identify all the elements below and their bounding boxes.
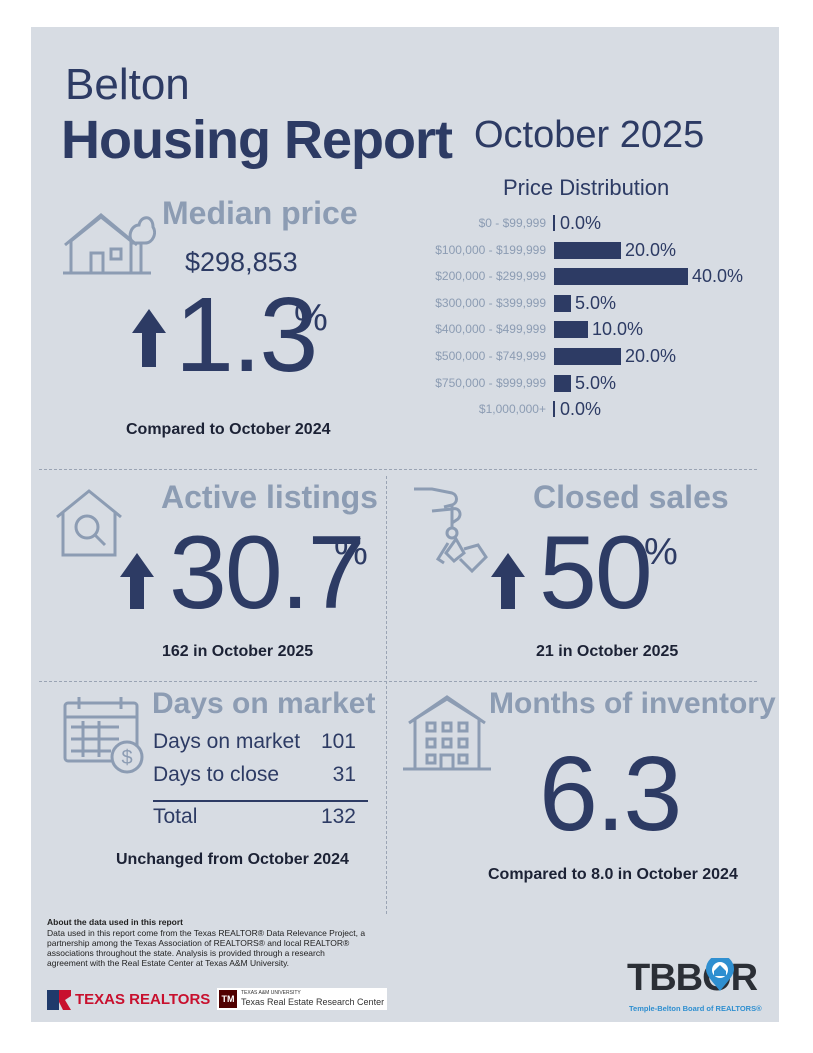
price-range-label: $400,000 - $499,999 — [435, 322, 546, 337]
dom-row-label: Days on market — [153, 730, 301, 753]
active-listings-detail: 162 in October 2025 — [162, 643, 314, 660]
price-distribution-bar — [554, 374, 571, 392]
price-distribution-row: $0 - $99,999 0.0% — [391, 213, 751, 233]
active-listings-unit: % — [334, 531, 368, 573]
price-range-label: $1,000,000+ — [478, 402, 546, 417]
price-distribution-bar — [554, 294, 571, 312]
median-price-unit: % — [294, 297, 328, 339]
price-distribution-row: $300,000 - $399,999 5.0% — [391, 293, 751, 313]
median-price-change: 1.3 — [175, 276, 318, 394]
price-distribution-value: 5.0% — [575, 292, 617, 313]
price-distribution-row: $400,000 - $499,999 10.0% — [391, 319, 751, 339]
price-distribution-bar — [553, 215, 555, 231]
months-inventory-comparison: Compared to 8.0 in October 2024 — [488, 866, 738, 883]
tamu-center-text: Texas Real Estate Research Center — [241, 997, 385, 1007]
price-distribution-row: $200,000 - $299,999 40.0% — [391, 266, 751, 286]
price-distribution-bar — [554, 348, 621, 365]
price-distribution-row: $1,000,000+ 0.0% — [391, 399, 751, 419]
median-price-comparison: Compared to October 2024 — [126, 421, 331, 438]
dom-row-label: Days to close — [153, 763, 280, 786]
tamu-recenter-logo[interactable]: TM TEXAS A&M UNIVERSITY Texas Real Estat… — [217, 988, 387, 1010]
price-distribution-value: 0.0% — [560, 213, 602, 233]
texas-realtors-text: TEXAS REALTORS — [75, 991, 211, 1008]
dom-comparison: Unchanged from October 2024 — [116, 851, 349, 868]
price-distribution-value: 20.0% — [625, 346, 677, 366]
price-distribution-value: 0.0% — [560, 399, 602, 420]
price-distribution-value: 40.0% — [692, 266, 744, 287]
price-distribution-value: 10.0% — [592, 319, 644, 340]
price-distribution-value: 20.0% — [625, 239, 677, 260]
arrow-up-icon — [132, 309, 166, 367]
months-inventory-title: Months of inventory — [489, 687, 776, 720]
closed-sales-title: Closed sales — [533, 479, 729, 515]
arrow-up-icon — [120, 553, 154, 609]
price-range-label: $100,000 - $199,999 — [435, 242, 546, 257]
median-price-value: $298,853 — [185, 247, 298, 277]
dom-total-label: Total — [153, 805, 198, 828]
price-distribution-row: $500,000 - $749,999 20.0% — [391, 346, 751, 366]
texas-realtors-logo[interactable]: TEXAS REALTORS — [47, 989, 210, 1011]
dom-row-value: 31 — [332, 763, 356, 786]
texas-realtors-mark-icon — [47, 990, 71, 1010]
price-range-label: $750,000 - $999,999 — [435, 375, 546, 390]
tbbor-wordmark: TBBOR — [627, 957, 758, 999]
city-name: Belton — [65, 60, 190, 109]
apartment-building-icon — [401, 695, 493, 778]
closed-sales-unit: % — [644, 531, 678, 573]
median-price-title: Median price — [162, 195, 358, 231]
report-sheet: Belton Housing Report October 2025 Media… — [31, 27, 779, 1022]
tamu-mark-icon: TM — [219, 990, 237, 1008]
days-on-market-title: Days on market — [152, 687, 376, 720]
hand-keys-icon — [412, 483, 496, 580]
price-distribution-row: $750,000 - $999,999 5.0% — [391, 373, 751, 393]
house-search-icon — [53, 487, 125, 564]
active-listings-change: 30.7 — [169, 515, 365, 631]
price-distribution-chart: $0 - $99,999 0.0% $100,000 - $199,999 20.0%… — [391, 213, 771, 429]
price-range-label: $0 - $99,999 — [478, 216, 546, 230]
map-pin-house-icon — [706, 958, 734, 991]
divider — [386, 476, 387, 914]
svg-text:$: $ — [121, 747, 132, 769]
dom-total-value: 132 — [320, 805, 356, 828]
tbbor-name: Temple-Belton Board of REALTORS® — [629, 1004, 762, 1013]
arrow-up-icon — [491, 553, 525, 609]
tbbor-logo[interactable]: TBBOR Temple-Belton Board of REALTORS® — [627, 957, 773, 1019]
price-distribution-bar — [553, 401, 555, 418]
price-distribution-title: Price Distribution — [503, 175, 670, 200]
divider — [39, 681, 757, 682]
price-range-label: $500,000 - $749,999 — [435, 349, 546, 363]
months-inventory-value: 6.3 — [539, 735, 682, 853]
active-listings-title: Active listings — [161, 479, 378, 515]
calendar-dollar-icon: $ — [61, 695, 151, 780]
price-distribution-row: $100,000 - $199,999 20.0% — [391, 240, 751, 260]
house-tree-icon — [61, 203, 157, 280]
price-range-label: $300,000 - $399,999 — [435, 295, 546, 310]
tamu-small-text: TEXAS A&M UNIVERSITY — [241, 990, 301, 996]
report-title: Housing Report — [61, 110, 453, 170]
about-text: Data used in this report come from the T… — [47, 928, 366, 968]
price-distribution-bar — [554, 241, 621, 259]
closed-sales-detail: 21 in October 2025 — [536, 643, 679, 660]
price-distribution-bar — [554, 321, 588, 339]
about-title: About the data used in this report — [47, 917, 184, 927]
price-distribution-value: 5.0% — [575, 372, 617, 393]
total-rule — [153, 800, 368, 802]
dom-row-value: 101 — [320, 730, 356, 753]
closed-sales-change: 50 — [539, 515, 653, 631]
report-period: October 2025 — [474, 114, 705, 156]
divider — [39, 469, 757, 470]
price-distribution-bar — [554, 268, 688, 286]
price-range-label: $200,000 - $299,999 — [435, 269, 546, 284]
